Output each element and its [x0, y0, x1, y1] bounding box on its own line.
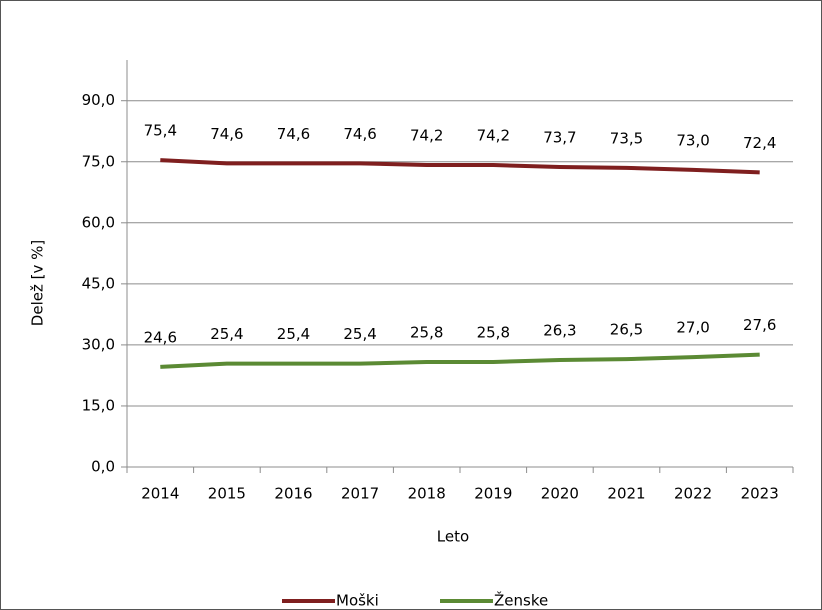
series-line — [160, 158, 760, 175]
legend-label: Ženske — [494, 591, 548, 610]
data-label: 73,5 — [610, 129, 643, 147]
data-label: 24,6 — [144, 328, 177, 346]
y-tick-label: 15,0 — [82, 396, 115, 414]
data-label: 73,0 — [676, 131, 709, 149]
y-axis-title: Delež [v %] — [29, 240, 47, 326]
data-label: 25,4 — [277, 325, 310, 343]
y-tick-label: 45,0 — [82, 274, 115, 292]
x-tick-label: 2022 — [674, 485, 712, 503]
data-label: 74,6 — [343, 125, 376, 143]
x-tick-label: 2020 — [541, 485, 579, 503]
data-label: 75,4 — [144, 122, 177, 140]
y-tick-label: 90,0 — [82, 91, 115, 109]
data-label: 73,7 — [543, 129, 576, 147]
data-label: 74,2 — [410, 127, 443, 145]
x-axis-title: Leto — [437, 528, 469, 546]
data-label: 74,6 — [210, 125, 243, 143]
y-tick-label: 75,0 — [82, 152, 115, 170]
x-tick-label: 2023 — [741, 485, 779, 503]
data-label: 74,2 — [477, 127, 510, 145]
data-label: 25,4 — [343, 325, 376, 343]
legend-label: Moški — [336, 592, 379, 610]
y-tick-label: 0,0 — [91, 458, 115, 476]
x-tick-label: 2018 — [408, 485, 446, 503]
data-label: 25,8 — [477, 323, 510, 341]
data-label: 25,4 — [210, 325, 243, 343]
series-line — [160, 352, 760, 369]
data-label: 26,3 — [543, 321, 576, 339]
x-tick-label: 2019 — [474, 485, 512, 503]
data-label: 27,6 — [743, 316, 776, 334]
data-label: 26,5 — [610, 321, 643, 339]
data-label: 25,8 — [410, 323, 443, 341]
data-label: 27,0 — [676, 319, 709, 337]
y-tick-label: 30,0 — [82, 335, 115, 353]
x-tick-label: 2017 — [341, 485, 379, 503]
y-tick-label: 60,0 — [82, 213, 115, 231]
x-tick-label: 2021 — [607, 485, 645, 503]
x-tick-label: 2016 — [274, 485, 312, 503]
x-tick-label: 2014 — [141, 485, 179, 503]
data-label: 74,6 — [277, 125, 310, 143]
data-label: 72,4 — [743, 134, 776, 152]
x-tick-label: 2015 — [208, 485, 246, 503]
